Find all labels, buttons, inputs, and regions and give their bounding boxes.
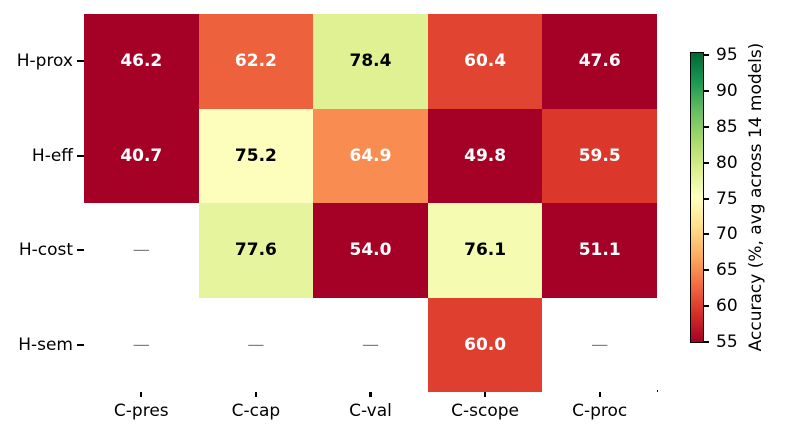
colorbar-tick-label: 95 <box>716 45 738 65</box>
colorbar-tick-label: 70 <box>716 224 738 245</box>
col-label: C-proc <box>572 401 628 421</box>
heatmap-cell: 60.0 <box>427 297 543 392</box>
heatmap-cell-missing: — <box>542 297 657 392</box>
colorbar-tick-label: 85 <box>716 116 738 137</box>
heatmap-cell: 40.7 <box>84 108 199 203</box>
colorbar-tick <box>703 269 709 272</box>
heatmap-cell: 76.1 <box>427 203 543 298</box>
col-label: C-cap <box>231 401 281 421</box>
heatmap-cell-missing: — <box>84 203 199 298</box>
x-tick <box>369 392 372 398</box>
colorbar-tick <box>703 89 709 92</box>
heatmap-cell: 59.5 <box>542 108 657 203</box>
colorbar-tick-label: 75 <box>716 188 738 209</box>
heatmap-cell: 47.6 <box>542 14 657 109</box>
heatmap-cell: 64.9 <box>313 108 428 203</box>
x-tick <box>484 392 487 398</box>
colorbar-axis-label: Accuracy (%, avg across 14 models) <box>746 42 766 352</box>
colorbar <box>690 52 704 343</box>
heatmap-cell: 75.2 <box>198 108 314 203</box>
row-label: H-eff <box>31 145 73 166</box>
y-tick <box>76 249 84 252</box>
row-label: H-sem <box>18 334 73 355</box>
heatmap-cell: 60.4 <box>427 14 543 109</box>
heatmap-cell-missing: — <box>198 297 314 392</box>
x-tick <box>140 392 143 398</box>
heatmap-grid: 46.2 62.2 78.4 60.4 47.6 40.7 75.2 64.9 49.8 59.5… <box>84 14 657 392</box>
heatmap-cell-missing: — <box>313 297 428 392</box>
x-tick <box>598 392 601 398</box>
heatmap-cell-missing: — <box>84 297 199 392</box>
y-tick <box>76 343 84 346</box>
colorbar-tick <box>703 125 709 128</box>
y-tick <box>76 154 84 157</box>
heatmap-cell: 51.1 <box>542 203 657 298</box>
heatmap-cell: 78.4 <box>313 14 428 109</box>
col-label: C-pres <box>113 401 169 421</box>
colorbar-tick <box>703 233 709 236</box>
colorbar-tick-label: 65 <box>716 260 738 281</box>
row-label: H-cost <box>18 240 73 261</box>
heatmap-cell: 77.6 <box>198 203 314 298</box>
colorbar-tick-label: 80 <box>716 152 738 173</box>
heatmap-cell: 46.2 <box>84 14 199 109</box>
colorbar-tick-label: 55 <box>716 332 738 352</box>
row-label: H-prox <box>16 51 73 72</box>
colorbar-tick-label: 90 <box>716 80 738 101</box>
colorbar-tick-label: 60 <box>716 296 738 317</box>
colorbar-tick <box>703 341 709 343</box>
heatmap-cell: 49.8 <box>427 108 543 203</box>
col-label: C-scope <box>451 401 520 421</box>
col-label: C-val <box>349 401 392 421</box>
heatmap-cell: 54.0 <box>313 203 428 298</box>
y-tick <box>76 60 84 63</box>
x-tick <box>254 392 257 398</box>
heatmap-cell: 62.2 <box>198 14 314 109</box>
colorbar-tick <box>703 161 709 164</box>
colorbar-tick <box>703 54 709 56</box>
colorbar-tick <box>703 197 709 200</box>
colorbar-tick <box>703 305 709 308</box>
